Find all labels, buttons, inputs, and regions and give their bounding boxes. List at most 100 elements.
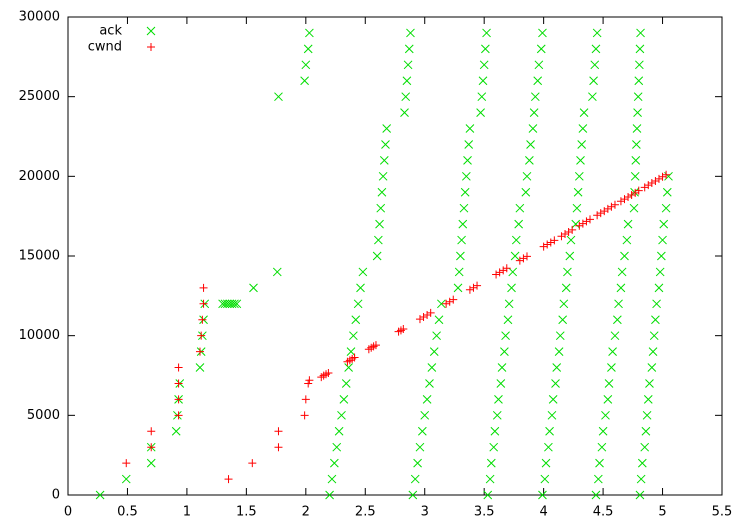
point [353, 299, 363, 309]
point [603, 395, 613, 404]
point [643, 395, 653, 404]
point [425, 379, 434, 388]
point [459, 203, 469, 213]
x-tick-label: 0 [64, 505, 72, 520]
point [658, 235, 667, 245]
point [503, 315, 513, 325]
point [434, 315, 444, 325]
point [464, 140, 474, 149]
point [344, 363, 353, 372]
point [381, 140, 390, 149]
point [426, 308, 435, 317]
point [300, 411, 309, 420]
point [272, 267, 282, 277]
point [522, 171, 532, 181]
point [566, 235, 576, 245]
point [634, 76, 644, 86]
point [591, 44, 601, 54]
point [373, 235, 383, 245]
point [465, 124, 475, 133]
point [195, 347, 204, 356]
point [521, 187, 531, 197]
point [590, 60, 600, 70]
point [325, 490, 334, 500]
point [640, 442, 650, 452]
point [422, 395, 432, 404]
point [610, 331, 620, 341]
point [595, 458, 604, 468]
point [575, 221, 584, 230]
point [456, 251, 465, 261]
point [526, 140, 535, 149]
point [415, 442, 425, 452]
point [477, 92, 487, 102]
point [616, 197, 625, 206]
point [544, 442, 553, 452]
point [657, 251, 666, 261]
legend-label: cwnd [88, 40, 122, 55]
point [429, 347, 439, 356]
point [632, 140, 641, 149]
point [604, 379, 614, 388]
point [572, 203, 582, 213]
point [633, 108, 642, 117]
point [463, 156, 472, 165]
point [146, 458, 156, 468]
point [645, 379, 654, 388]
x-tick-label: 3.5 [474, 505, 495, 520]
point [578, 219, 587, 228]
point [121, 474, 131, 484]
point [476, 108, 485, 117]
point [460, 187, 470, 197]
point [607, 363, 616, 372]
point [400, 108, 409, 117]
point [649, 331, 659, 341]
point [507, 283, 516, 293]
point [620, 251, 629, 261]
point [620, 195, 629, 204]
x-tick-label: 5.5 [712, 505, 733, 520]
point [647, 363, 657, 372]
point [652, 299, 661, 309]
point [551, 379, 560, 388]
point [539, 242, 548, 251]
point [631, 156, 641, 165]
point [249, 283, 258, 293]
point [404, 44, 414, 54]
point [536, 44, 546, 54]
point [540, 474, 550, 484]
point [324, 368, 333, 377]
point [588, 92, 597, 102]
legend-marker [147, 43, 155, 51]
point [457, 235, 466, 245]
point [504, 299, 514, 309]
point [174, 411, 183, 420]
point [593, 474, 603, 484]
point [547, 410, 557, 420]
point [408, 490, 418, 500]
y-tick-label: 15000 [19, 249, 60, 264]
point [303, 44, 313, 54]
point [346, 347, 356, 356]
point [596, 209, 605, 218]
point [497, 363, 507, 372]
point [445, 297, 454, 306]
point [578, 124, 588, 133]
point [557, 232, 566, 241]
point [545, 426, 554, 436]
point [372, 251, 382, 261]
point [500, 347, 509, 356]
point [174, 395, 183, 404]
point [490, 426, 500, 436]
point [598, 426, 608, 436]
point [499, 266, 508, 275]
y-tick-label: 30000 [19, 10, 60, 25]
point [659, 219, 669, 229]
point [198, 315, 207, 324]
point [454, 267, 464, 277]
point [413, 458, 422, 468]
point [640, 183, 649, 192]
point [147, 443, 156, 452]
point [334, 426, 344, 436]
